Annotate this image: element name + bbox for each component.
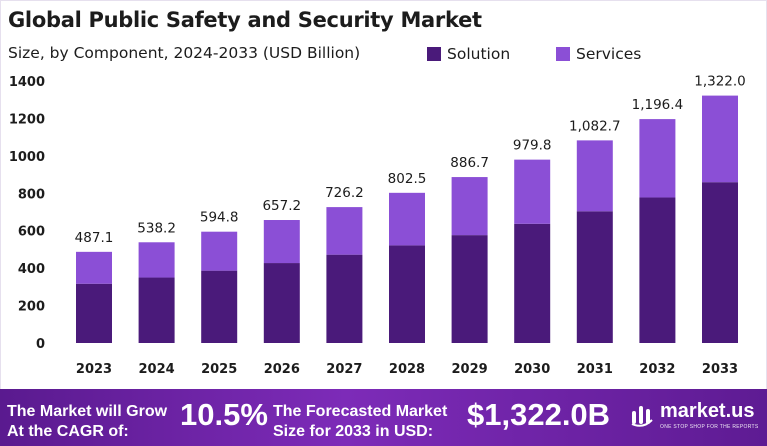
chart-title: Global Public Safety and Security Market (8, 8, 482, 32)
data-label-2029: 886.7 (450, 155, 489, 171)
bar-services-2032 (639, 119, 676, 198)
data-label-2023: 487.1 (75, 230, 114, 246)
forecast-text-line2: Size for 2033 in USD: (273, 423, 434, 440)
y-tick-label: 600 (18, 225, 45, 240)
chart-subtitle: Size, by Component, 2024-2033 (USD Billi… (8, 44, 361, 62)
bar-services-2030 (514, 159, 551, 224)
data-label-2027: 726.2 (325, 185, 364, 201)
forecast-text-line1: The Forecasted Market (273, 403, 448, 420)
bar-services-2031 (576, 140, 613, 212)
data-label-2033: 1,322.0 (694, 74, 746, 90)
forecast-value: $1,322.0B (467, 397, 611, 432)
x-tick-label: 2030 (514, 362, 550, 377)
bar-services-2023 (76, 251, 112, 284)
data-label-2024: 538.2 (137, 220, 176, 236)
data-label-2026: 657.2 (262, 198, 301, 214)
brand-tagline: ONE STOP SHOP FOR THE REPORTS (660, 424, 759, 430)
y-tick-label: 200 (18, 300, 45, 315)
bar-solution-2033 (702, 182, 738, 343)
bar-solution-2029 (451, 235, 488, 343)
bar-solution-2027 (326, 254, 363, 343)
grow-text-line2: At the CAGR of: (7, 423, 129, 440)
forecast-text: The Forecasted Market Size for 2033 in U… (273, 402, 447, 442)
x-tick-label: 2025 (201, 362, 237, 377)
x-tick-label: 2023 (76, 362, 112, 377)
x-tick-label: 2024 (139, 362, 175, 377)
grow-text: The Market will Grow At the CAGR of: (7, 402, 167, 442)
bar-solution-2025 (201, 270, 238, 343)
legend-label-services: Services (576, 45, 642, 63)
bar-solution-2026 (263, 263, 300, 343)
brand-logo[interactable]: market.us ONE STOP SHOP FOR THE REPORTS (630, 400, 758, 432)
x-tick-label: 2031 (577, 362, 613, 377)
y-tick-label: 1200 (9, 112, 45, 127)
bar-services-2033 (702, 95, 738, 183)
bar-solution-2032 (639, 197, 676, 343)
bar-services-2026 (263, 220, 300, 264)
bar-solution-2031 (576, 211, 613, 343)
data-label-2031: 1,082.7 (569, 118, 621, 134)
legend-swatch-services (556, 47, 570, 61)
bar-services-2029 (451, 177, 488, 236)
cagr-value: 10.5% (180, 397, 268, 432)
data-label-2032: 1,196.4 (632, 97, 684, 113)
footer-banner: The Market will Grow At the CAGR of: 10.… (0, 389, 767, 446)
y-tick-label: 800 (18, 187, 45, 202)
bar-services-2028 (389, 192, 425, 246)
x-tick-label: 2029 (452, 362, 488, 377)
y-tick-label: 1000 (9, 150, 45, 165)
brand-name: market.us (660, 400, 755, 422)
market-us-logo-icon (631, 406, 653, 427)
x-tick-label: 2033 (702, 362, 738, 377)
legend-label-solution: Solution (447, 45, 511, 63)
grow-text-line1: The Market will Grow (7, 403, 168, 420)
legend-item-solution: Solution (427, 45, 510, 63)
bar-solution-2023 (76, 283, 112, 343)
bar-solution-2024 (138, 277, 175, 343)
y-tick-label: 1400 (9, 75, 45, 90)
data-label-2028: 802.5 (388, 171, 427, 187)
x-tick-label: 2027 (326, 362, 362, 377)
legend-swatch-solution (427, 47, 441, 61)
x-tick-label: 2026 (264, 362, 300, 377)
y-tick-label: 400 (18, 262, 45, 277)
bar-services-2027 (326, 207, 363, 255)
bar-services-2024 (138, 242, 175, 278)
legend-item-services: Services (556, 45, 641, 63)
y-tick-label: 0 (36, 337, 45, 352)
bar-solution-2028 (389, 245, 425, 343)
x-tick-label: 2028 (389, 362, 425, 377)
bar-solution-2030 (514, 223, 551, 343)
bar-services-2025 (201, 231, 238, 271)
x-tick-label: 2032 (639, 362, 675, 377)
data-label-2030: 979.8 (513, 138, 552, 154)
bar-chart: 0 200 400 600 800 1000 1200 1400 487.1 2023 538.2 2… (9, 74, 746, 377)
data-label-2025: 594.8 (200, 210, 239, 226)
